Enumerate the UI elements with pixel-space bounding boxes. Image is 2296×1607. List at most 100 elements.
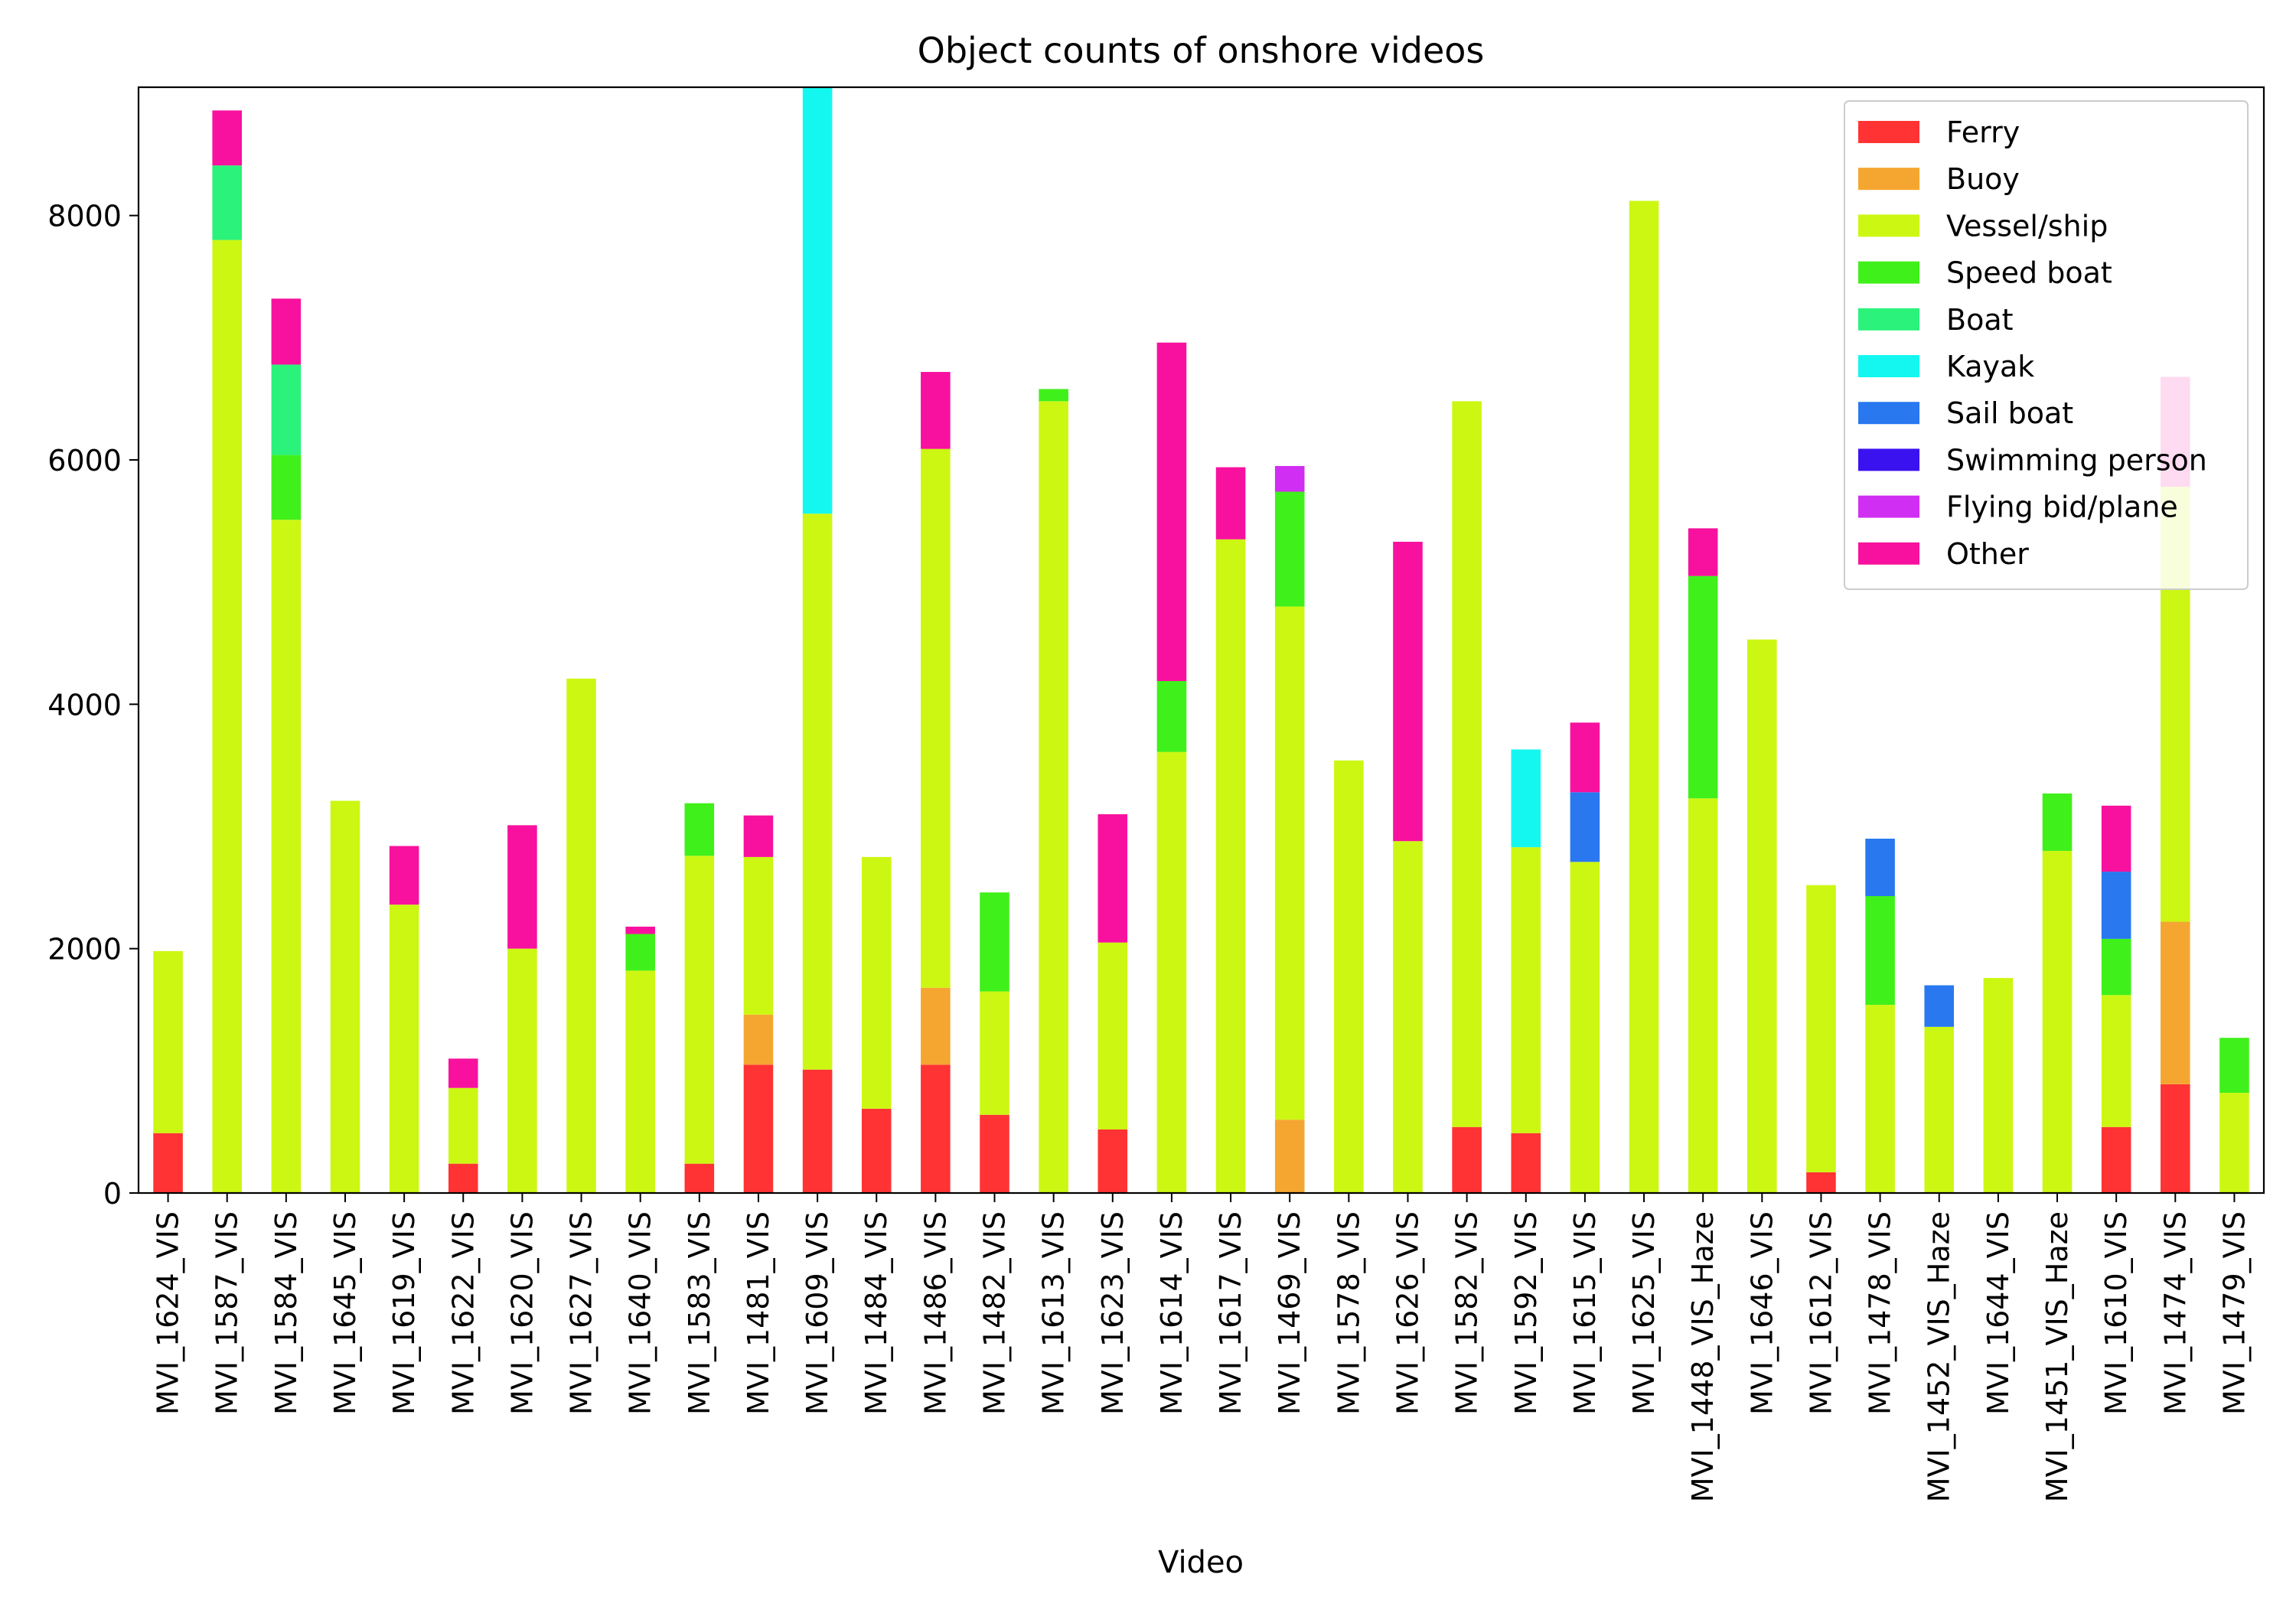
- bar-segment: [1156, 342, 1187, 681]
- legend-swatch: [1858, 402, 1919, 425]
- bar-segment: [507, 948, 537, 1193]
- y-tick-label: 2000: [47, 933, 122, 966]
- x-tick-label: MVI_1481_VIS: [742, 1211, 775, 1415]
- legend: Ferry Buoy Vessel/ship Speed boat Boat Kayak S…: [1844, 100, 2249, 590]
- bar-segment: [1924, 1026, 1955, 1193]
- legend-label: Boat: [1946, 303, 2014, 337]
- x-tick-label: MVI_1592_VIS: [1509, 1211, 1543, 1415]
- bar-segment: [212, 165, 242, 240]
- x-tick-label: MVI_1646_VIS: [1745, 1211, 1779, 1415]
- bar-segment: [566, 678, 596, 1193]
- x-tick-label: MVI_1645_VIS: [328, 1211, 362, 1415]
- bar-segment: [2101, 1126, 2131, 1193]
- x-tick-label: MVI_1613_VIS: [1037, 1211, 1071, 1415]
- bar-segment: [1274, 1120, 1305, 1193]
- bar-segment: [980, 991, 1009, 1115]
- legend-label: Buoy: [1946, 162, 2020, 196]
- x-tick-label: MVI_1615_VIS: [1568, 1211, 1602, 1415]
- x-tick-label: MVI_1583_VIS: [683, 1211, 716, 1415]
- bar-segment: [684, 1163, 715, 1193]
- bar-segment: [743, 856, 774, 1015]
- bar-segment: [2101, 805, 2131, 872]
- legend-label: Ferry: [1946, 116, 2020, 149]
- bar-segment: [2161, 1084, 2190, 1193]
- x-tick-label: MVI_1484_VIS: [859, 1211, 893, 1415]
- bar-segment: [1097, 814, 1128, 943]
- bar-segment: [507, 825, 537, 949]
- legend-label: Sail boat: [1946, 396, 2073, 430]
- bar-segment: [625, 934, 655, 971]
- bar-segment: [802, 1069, 833, 1193]
- bar-segment: [1924, 985, 1955, 1027]
- bar-segment: [448, 1163, 478, 1193]
- bar-segment: [1156, 680, 1187, 752]
- legend-swatch: [1858, 121, 1919, 143]
- bar-segment: [1334, 760, 1364, 1193]
- bar-segment: [1039, 389, 1068, 402]
- bar-segment: [2042, 850, 2073, 1193]
- legend-label: Flying bid/plane: [1946, 491, 2178, 524]
- x-tick-label: MVI_1482_VIS: [978, 1211, 1012, 1415]
- x-tick-label: MVI_1624_VIS: [152, 1211, 185, 1415]
- bar-segment: [2042, 793, 2073, 851]
- legend-label: Speed boat: [1946, 256, 2112, 290]
- bar-segment: [1865, 1005, 1895, 1193]
- bar-segment: [1806, 885, 1836, 1172]
- bar-segment: [1393, 841, 1423, 1193]
- legend-swatch: [1858, 542, 1919, 565]
- bar-segment: [743, 1064, 774, 1193]
- bar-segment: [153, 950, 183, 1133]
- bar-segment: [212, 110, 242, 166]
- y-tick-label: 6000: [47, 444, 122, 478]
- bar-segment: [684, 803, 715, 856]
- legend-swatch: [1858, 214, 1919, 237]
- bar-segment: [1511, 847, 1541, 1133]
- x-tick-label: MVI_1469_VIS: [1273, 1211, 1306, 1415]
- y-tick-label: 8000: [47, 200, 122, 233]
- bar-segment: [743, 815, 774, 857]
- bar-segment: [330, 800, 360, 1193]
- bar-segment: [625, 926, 655, 934]
- bar-segment: [153, 1133, 183, 1193]
- bar-segment: [1570, 792, 1600, 862]
- bar-segment: [1452, 401, 1482, 1127]
- bar-segment: [1097, 1129, 1128, 1193]
- x-tick-label: MVI_1619_VIS: [387, 1211, 421, 1415]
- x-tick-label: MVI_1609_VIS: [801, 1211, 834, 1415]
- bar-segment: [743, 1014, 774, 1065]
- chart-title: Object counts of onshore videos: [918, 30, 1485, 71]
- bar-segment: [212, 240, 242, 1194]
- x-tick-label: MVI_1620_VIS: [505, 1211, 539, 1415]
- bar-segment: [2101, 938, 2131, 996]
- y-tick-label: 0: [103, 1177, 122, 1211]
- bar-segment: [921, 448, 951, 988]
- bar-segment: [1452, 1126, 1482, 1193]
- bar-segment: [1865, 838, 1895, 896]
- x-tick-label: MVI_1478_VIS: [1864, 1211, 1897, 1415]
- bar-segment: [1865, 896, 1895, 1006]
- bar-segment: [625, 970, 655, 1193]
- axes-layer: 0 2000 4000 6000 8000 MVI_1624_VIS MVI_1587_VI…: [47, 86, 2265, 1502]
- x-tick-label: MVI_1582_VIS: [1450, 1211, 1484, 1415]
- bar-segment: [1688, 528, 1718, 576]
- bar-segment: [1747, 639, 1777, 1193]
- bar-segment: [1039, 401, 1068, 1193]
- legend-box: [1844, 100, 2249, 590]
- legend-label: Other: [1946, 537, 2029, 571]
- bar-segment: [1274, 465, 1305, 492]
- bar-segment: [1215, 539, 1246, 1193]
- x-tick-label: MVI_1479_VIS: [2217, 1211, 2251, 1415]
- legend-swatch: [1858, 168, 1919, 191]
- bar-segment: [1570, 722, 1600, 793]
- bar-segment: [1570, 862, 1600, 1193]
- bar-segment: [802, 87, 833, 514]
- x-tick-label: MVI_1451_VIS_Haze: [2040, 1211, 2074, 1502]
- bar-segment: [2219, 1038, 2249, 1094]
- bar-segment: [2161, 921, 2190, 1084]
- legend-label: Kayak: [1946, 350, 2034, 383]
- bar-segment: [980, 1114, 1009, 1193]
- x-tick-label: MVI_1640_VIS: [624, 1211, 657, 1415]
- legend-swatch: [1858, 448, 1919, 471]
- x-axis-label: Video: [1158, 1545, 1244, 1580]
- plot-frame: [137, 86, 2265, 1195]
